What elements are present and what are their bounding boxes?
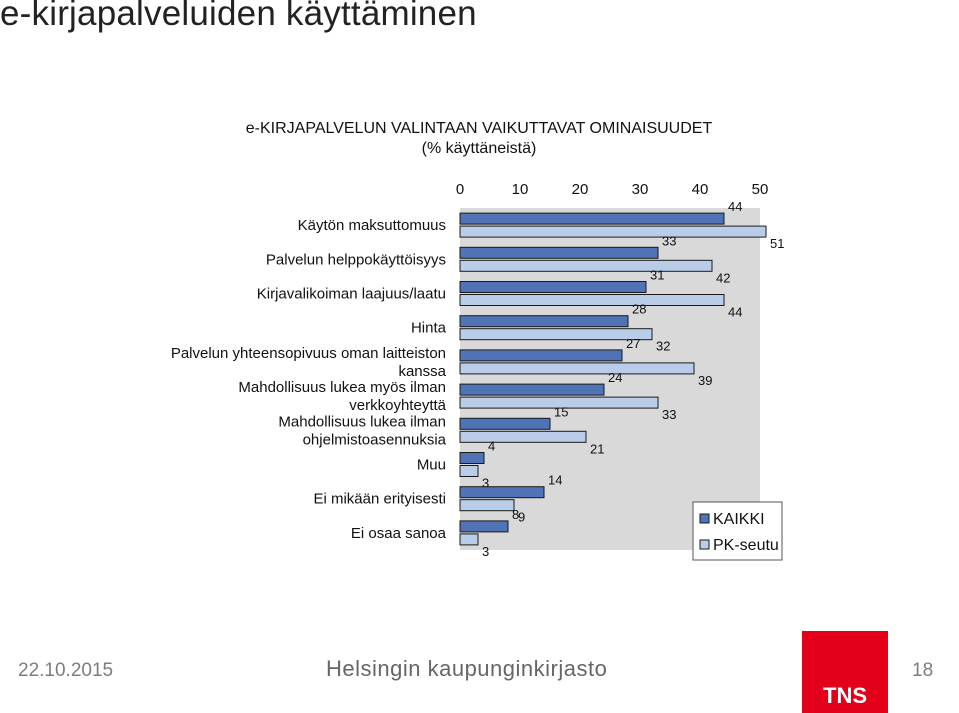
data-label: 3 <box>482 544 489 559</box>
bar-pk-seutu <box>459 328 653 341</box>
category-label: Palvelun helppokäyttöisyys <box>266 251 446 268</box>
x-tick-label: 20 <box>572 181 589 198</box>
bar-kaikki <box>459 520 509 533</box>
category-label: Mahdollisuus lukea myös ilman <box>238 379 446 396</box>
bar-kaikki <box>459 281 647 293</box>
data-label: 14 <box>548 473 562 488</box>
x-tick-label: 10 <box>512 181 529 198</box>
chart-title: e-KIRJAPALVELUN VALINTAAN VAIKUTTAVAT OM… <box>170 119 788 159</box>
category-label: Ei mikään erityisesti <box>313 491 446 508</box>
data-label: 32 <box>656 339 670 354</box>
category-label: kanssa <box>398 363 446 380</box>
bar-pk-seutu <box>459 225 767 238</box>
legend-label: KAIKKI <box>713 511 765 528</box>
data-label: 4 <box>488 439 495 454</box>
chart-title-line-2: (% käyttäneistä) <box>421 140 537 157</box>
data-label: 21 <box>590 441 604 456</box>
bar-kaikki <box>459 486 545 499</box>
bar-pk-seutu <box>459 362 695 375</box>
data-label: 44 <box>728 199 742 214</box>
tns-logo-text: TNS <box>823 683 867 708</box>
data-label: 44 <box>728 305 742 320</box>
bar-pk-seutu <box>459 465 479 477</box>
data-label: 8 <box>512 507 519 522</box>
data-label: 27 <box>626 336 640 351</box>
legend-label: PK-seutu <box>713 537 779 554</box>
tns-logo: TNS <box>802 631 888 713</box>
footer-date: 22.10.2015 <box>18 660 114 681</box>
bar-kaikki <box>459 417 551 430</box>
category-label: ohjelmistoasennuksia <box>303 431 447 448</box>
data-label: 9 <box>518 510 525 525</box>
data-label: 24 <box>608 370 622 385</box>
data-label: 42 <box>716 270 730 285</box>
bar-pk-seutu <box>459 396 659 409</box>
legend-swatch <box>699 513 710 524</box>
category-label: Kirjavalikoiman laajuus/laatu <box>257 286 446 303</box>
bar-kaikki <box>459 212 725 225</box>
page-number: 18 <box>912 660 934 681</box>
x-tick-label: 40 <box>692 181 709 198</box>
data-label: 28 <box>632 302 646 317</box>
x-tick-label: 0 <box>456 181 464 198</box>
data-label: 33 <box>662 407 676 422</box>
chart-title-line-1: e-KIRJAPALVELUN VALINTAAN VAIKUTTAVAT OM… <box>245 120 713 137</box>
data-label: 31 <box>650 268 664 283</box>
footer-organization: Helsingin kaupunginkirjasto <box>326 656 608 681</box>
category-label: Ei osaa sanoa <box>351 525 447 542</box>
data-label: 33 <box>662 233 676 248</box>
category-label: Mahdollisuus lukea ilman <box>278 413 446 430</box>
bar-kaikki <box>459 452 485 464</box>
data-label: 51 <box>770 236 784 251</box>
x-tick-label: 50 <box>752 181 769 198</box>
data-label: 15 <box>554 404 568 419</box>
bar-pk-seutu <box>459 430 587 443</box>
data-label: 3 <box>482 476 489 491</box>
bar-pk-seutu <box>459 294 725 306</box>
bar-pk-seutu <box>459 259 713 272</box>
legend-swatch <box>699 539 710 550</box>
bar-kaikki <box>459 349 623 362</box>
legend-box <box>692 501 783 561</box>
bar-kaikki <box>459 315 629 328</box>
category-label: Käytön maksuttomuus <box>298 217 446 234</box>
data-label: 39 <box>698 373 712 388</box>
bar-pk-seutu <box>459 533 479 546</box>
category-label: verkkoyhteyttä <box>349 397 446 414</box>
category-label: Hinta <box>411 320 447 337</box>
bar-kaikki <box>459 383 605 396</box>
category-label: Muu <box>417 457 446 474</box>
x-tick-label: 30 <box>632 181 649 198</box>
bar-kaikki <box>459 246 659 259</box>
bar-pk-seutu <box>459 499 515 512</box>
slide-title: e-kirjapalveluiden käyttäminen <box>0 0 477 33</box>
category-label: Palvelun yhteensopivuus oman laitteiston <box>171 345 446 362</box>
